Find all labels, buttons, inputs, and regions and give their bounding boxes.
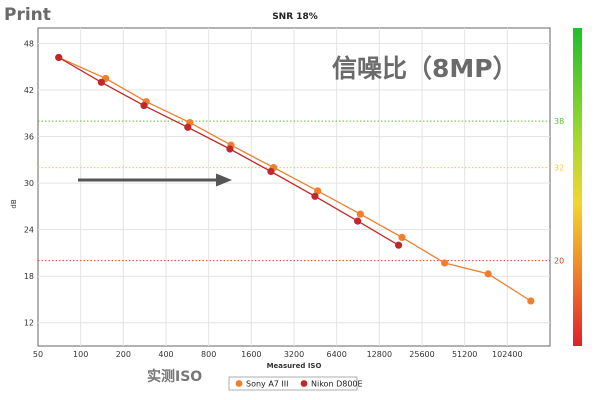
data-point-s0-8 <box>398 233 406 242</box>
x-axis-label: Measured ISO <box>267 362 322 370</box>
y-tick-label: 36 <box>24 133 34 142</box>
data-point-s1-5 <box>267 167 275 176</box>
x-tick-label: 50 <box>33 350 43 359</box>
y-tick-labels: 12 18 24 30 36 42 48 <box>24 40 34 328</box>
data-point-s1-3 <box>184 123 192 131</box>
data-point-s0-6 <box>314 187 322 195</box>
grid <box>38 28 550 346</box>
y-tick-label: 18 <box>24 272 34 281</box>
y-tick-label: 30 <box>24 179 34 188</box>
chart-annotation: 信噪比（8MP） <box>332 54 518 83</box>
reference-label-20: 20 <box>554 257 564 266</box>
chart-title: SNR 18% <box>272 12 318 22</box>
x-tick-label: 12800 <box>367 350 392 359</box>
data-point-s0-7 <box>356 210 364 218</box>
x-axis-note: 实测ISO <box>147 368 202 385</box>
legend-sony-marker <box>235 380 243 387</box>
x-tick-label: 400 <box>158 350 173 359</box>
y-axis-label: dB <box>10 199 18 208</box>
x-tick-label: 1600 <box>241 350 261 359</box>
y-tick-label: 24 <box>24 226 34 235</box>
data-point-s1-6 <box>311 192 319 200</box>
legend-sony-label: Sony A7 III <box>246 380 289 389</box>
x-tick-label: 100 <box>73 350 88 359</box>
x-tick-label: 25600 <box>409 350 434 359</box>
x-tick-label: 200 <box>116 350 131 359</box>
reference-tick-labels: 38 32 20 <box>554 117 564 266</box>
y-tick-label: 48 <box>24 40 34 49</box>
legend: Sony A7 III Nikon D800E <box>228 376 363 391</box>
x-tick-label: 51200 <box>452 350 477 359</box>
x-tick-label: 6400 <box>326 350 346 359</box>
x-tick-label: 800 <box>201 350 216 359</box>
reference-lines <box>38 120 550 262</box>
reference-label-32: 32 <box>554 164 564 173</box>
x-tick-labels: 50 100 200 400 800 1600 3200 6400 12800 25600 5120… <box>33 350 523 359</box>
arrow-annotation <box>78 173 232 187</box>
reference-label-38: 38 <box>554 117 564 126</box>
data-point-s1-0 <box>55 53 63 62</box>
series-points <box>55 53 535 305</box>
data-point-s1-8 <box>394 241 403 249</box>
y-tick-label: 12 <box>24 319 34 328</box>
x-tick-label: 3200 <box>284 350 304 359</box>
y-tick-label: 42 <box>24 86 34 95</box>
x-tick-label: 102400 <box>492 350 523 359</box>
data-point-s0-10 <box>484 270 492 278</box>
data-point-s1-2 <box>140 101 148 110</box>
data-point-s1-4 <box>226 145 234 153</box>
legend-nikon-label: Nikon D800E <box>311 380 363 389</box>
series-line-0 <box>58 56 532 302</box>
data-point-s1-7 <box>354 217 362 225</box>
data-point-s0-11 <box>527 297 535 305</box>
legend-nikon-marker <box>300 380 308 387</box>
color-scale-bar <box>573 28 582 346</box>
data-point-s1-1 <box>97 78 105 86</box>
tab-label: Print <box>4 5 51 25</box>
data-point-s0-9 <box>441 259 449 267</box>
